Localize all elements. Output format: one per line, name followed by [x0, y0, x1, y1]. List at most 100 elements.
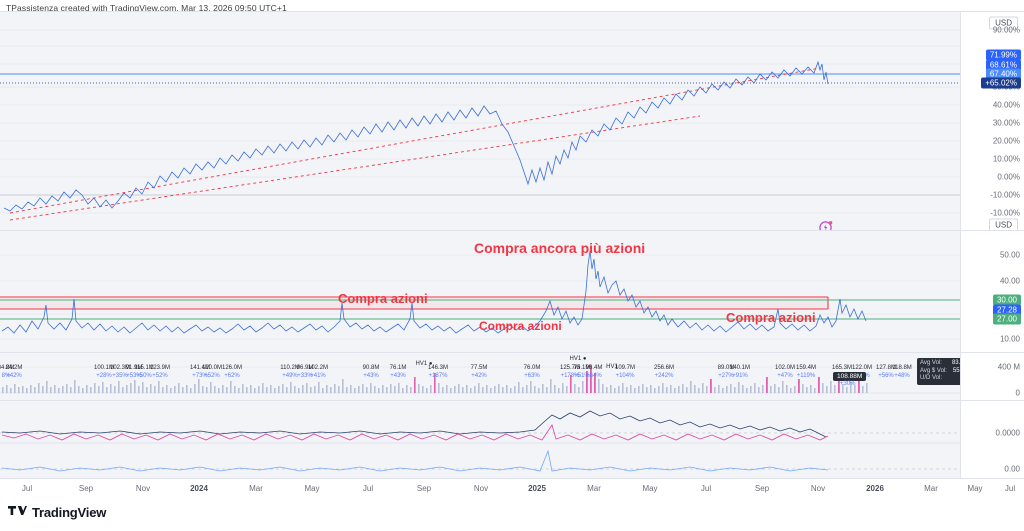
volatility-plot-area[interactable] [0, 231, 960, 352]
volume-value-label: 118.8M [892, 365, 912, 371]
time-tick: May [642, 484, 658, 493]
volume-value-label: 76.1M [389, 365, 407, 371]
volume-pct-label: +104% [615, 373, 635, 379]
time-tick: Jul [700, 484, 712, 493]
time-tick: Jul [362, 484, 374, 493]
volume-value-label: 77.5M [470, 365, 488, 371]
time-tick: Nov [135, 484, 151, 493]
volume-plot-area[interactable]: 84.2M +42% 84.2M 8% 100.1M +28% 102.3M +35% 91.9… [0, 353, 960, 400]
annotation-text[interactable]: Compra azioni [338, 291, 428, 306]
hv-marker: HV1 [606, 364, 618, 370]
time-tick: Mar [249, 484, 263, 493]
annotation-text[interactable]: Compra azioni [726, 310, 816, 325]
volume-value-label: 109.7M [614, 365, 636, 371]
volume-value-label: 102.2M [307, 365, 329, 371]
tradingview-footer[interactable]: TradingView [8, 505, 106, 520]
annotation-text[interactable]: Compra ancora più azioni [474, 240, 646, 256]
volume-value-label: 146.3M [427, 365, 449, 371]
grid-lines [0, 29, 960, 214]
pane1-tick: 90.00% [992, 25, 1020, 35]
indicator-pane-axis[interactable]: 0.0000 0.00 [960, 401, 1024, 478]
pane1-tick: 20.00% [992, 136, 1020, 146]
volume-pct-label: +42% [6, 373, 22, 379]
volume-pane-axis[interactable]: 400 M 0 [960, 353, 1024, 400]
volume-value-label: 120.0M [201, 365, 223, 371]
pane1-tick: -10.00% [990, 190, 1020, 200]
volatility-line [1, 250, 867, 334]
volume-pct-label: +33% [297, 373, 313, 379]
volume-bars-svg [0, 365, 960, 394]
time-axis[interactable]: Jul Sep Nov 2024 Mar May Jul Sep Nov 2025 Mar May Ju… [0, 478, 1024, 500]
hv-marker: HV1 ● [569, 356, 587, 362]
volume-pct-label: +52% [152, 373, 168, 379]
time-tick: Mar [587, 484, 601, 493]
volume-value-label: 89.0M [717, 365, 735, 371]
time-tick: Jul [1004, 484, 1016, 493]
pane2-tick: 50.00 [999, 250, 1020, 260]
volume-value-label: 84.2M [5, 365, 23, 371]
volume-value-label: 127.8M [875, 365, 897, 371]
pane1-tick-neg10: -10.00% [990, 208, 1020, 218]
volume-value-label: 126.0M [221, 365, 243, 371]
time-tick: 2026 [866, 484, 884, 493]
pane1-tick: 30.00% [992, 118, 1020, 128]
level-label-2700[interactable]: 27.00 [992, 313, 1021, 325]
avg-vol-label: Avg Vol: [920, 360, 942, 366]
volume-value-label: 84.2M [0, 365, 15, 371]
avg-vol-value: 83.55M [951, 360, 960, 366]
volume-pct-label: +62% [224, 373, 240, 379]
price-label-6861[interactable]: 68.61% [985, 59, 1021, 71]
time-tick: Sep [416, 484, 432, 493]
alert-badge-icon[interactable] [818, 219, 834, 230]
pane3-tick-0: 0 [1015, 388, 1020, 398]
volume-pct-label: +49% [282, 373, 298, 379]
volume-value-label: 90.8M [362, 365, 380, 371]
volume-pct-label: +28% [96, 373, 112, 379]
volume-value-label: 140.1M [729, 365, 751, 371]
volume-pct-label: +43% [363, 373, 379, 379]
level-label-2728[interactable]: 27.28 [992, 304, 1021, 316]
indicator-plot-area[interactable] [0, 401, 960, 478]
price-label-6502[interactable]: +65.02% [981, 77, 1021, 89]
time-tick: 2025 [528, 484, 546, 493]
time-tick: May [967, 484, 983, 493]
ud-vol-label: U/D Vol: [920, 375, 943, 381]
volume-value-label: 96.4M [585, 365, 603, 371]
volume-value-label: 76.0M [523, 365, 541, 371]
volume-pct-label: +52% [204, 373, 220, 379]
volume-pct-label: +27% [718, 373, 734, 379]
volume-value-label: 75.1M [573, 365, 591, 371]
annotation-text[interactable]: Compra azioni [479, 319, 562, 333]
pane1-tick: 0.00% [997, 172, 1020, 182]
price-label-7199[interactable]: 71.99% [985, 49, 1021, 61]
volume-pane[interactable]: 84.2M +42% 84.2M 8% 100.1M +28% 102.3M +35% 91.9… [0, 352, 1024, 400]
tradingview-wordmark: TradingView [32, 505, 107, 520]
volume-value-label: 110.2M [280, 365, 300, 371]
volume-pct-label: +56% [878, 373, 894, 379]
volume-current-pct: +30% [840, 381, 856, 387]
volume-value-label: 125.7M [559, 365, 581, 371]
pane2-tick: 40.00 [999, 276, 1020, 286]
price-label-6740[interactable]: 67.40% [985, 68, 1021, 80]
volatility-pane-axis[interactable]: 50.00 40.00 20.00 10.00 30.00 27.28 27.0… [960, 231, 1024, 352]
pane1-tick: 10.00% [992, 154, 1020, 164]
volume-value-label: 102.0M [774, 365, 796, 371]
volatility-pane[interactable]: 50.00 40.00 20.00 10.00 30.00 27.28 27.0… [0, 230, 1024, 352]
volume-pct-label: +242% [654, 373, 674, 379]
pane1-tick: 40.00% [992, 100, 1020, 110]
volume-value-label: 159.4M [795, 365, 817, 371]
volume-value-label: 100.1M [93, 365, 115, 371]
volume-value-label: 141.4M [189, 365, 211, 371]
time-tick: Mar [924, 484, 938, 493]
price-pane-axis[interactable]: USD 90.00% 50.00% 40.00% 30.00% 20.00% 1… [960, 12, 1024, 232]
price-percent-pane[interactable]: USD 90.00% 50.00% 40.00% 30.00% 20.00% 1… [0, 11, 1024, 232]
indicator-pane[interactable]: 0.0000 0.00 [0, 400, 1024, 478]
volatility-series-svg [0, 250, 960, 340]
volume-pct-label: +43% [390, 373, 406, 379]
price-plot-area[interactable] [0, 12, 960, 230]
level-label-3000[interactable]: 30.00 [992, 294, 1021, 306]
pane4-tick-000: 0.00 [1004, 464, 1020, 474]
pane4-tick-0000: 0.0000 [995, 428, 1020, 438]
pane1-unit-badge[interactable]: USD [989, 16, 1018, 30]
indicator-dark-line [1, 410, 827, 438]
